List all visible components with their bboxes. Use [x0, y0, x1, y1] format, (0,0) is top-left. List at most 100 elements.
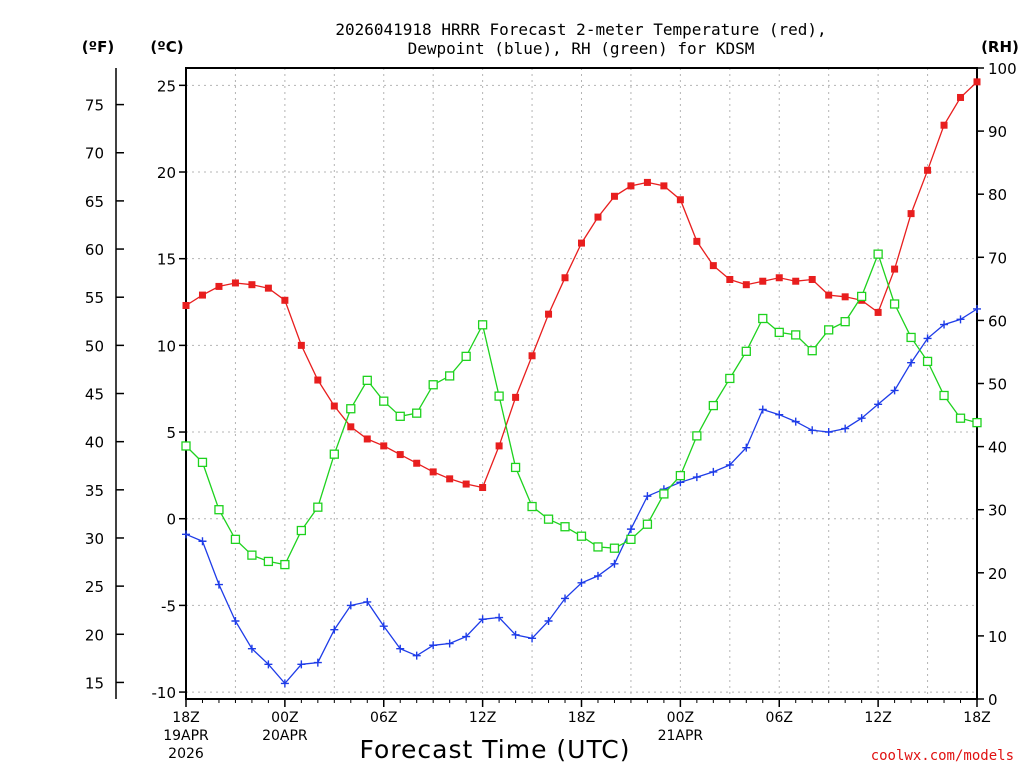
temperature-point: [924, 166, 932, 174]
dewpoint-point: [692, 473, 701, 482]
rh-point: [362, 375, 372, 385]
chart-title-line1: 2026041918 HRRR Forecast 2-meter Tempera…: [335, 20, 826, 39]
rh-tick-label: 20: [988, 565, 1007, 583]
temperature-point: [429, 468, 437, 476]
dewpoint-point: [725, 460, 734, 469]
rh-point: [379, 396, 389, 406]
rh-point: [576, 531, 587, 541]
dewpoint-point: [709, 467, 718, 476]
rh-tick-label: 60: [988, 312, 1007, 330]
plot-frame: [185, 67, 978, 700]
dewpoint-point: [758, 405, 767, 414]
rh-point: [461, 351, 471, 362]
rh-point: [263, 556, 274, 567]
rh-tick-label: 50: [988, 376, 1007, 394]
x-tick-label: 18Z: [963, 710, 990, 726]
rh-point: [708, 400, 718, 411]
rh-point: [626, 534, 636, 545]
dewpoint-point: [330, 625, 339, 634]
rh-point: [527, 501, 537, 512]
dewpoint-point: [379, 622, 388, 631]
temperature-point: [198, 291, 206, 299]
dewpoint-point: [824, 428, 833, 437]
temperature-point: [462, 480, 470, 488]
temperature-point: [363, 435, 371, 443]
rh-point: [346, 404, 356, 414]
temperature-point: [907, 210, 915, 218]
dewpoint-point: [775, 410, 784, 419]
dewpoint-point: [280, 679, 289, 688]
rh-point: [939, 390, 949, 401]
temperature-point: [396, 451, 404, 459]
rh-point: [445, 371, 455, 381]
temperature-point: [709, 262, 717, 270]
rh-point: [906, 332, 916, 343]
fahrenheit-tick-label: 30: [85, 530, 104, 548]
rh-point: [543, 514, 554, 524]
source-credit: coolwx.com/models: [871, 748, 1014, 764]
temperature-point: [660, 182, 668, 190]
temperature-point: [561, 274, 569, 282]
x-tick-date-label: 20APR: [262, 728, 308, 744]
celsius-tick-label: -10: [152, 684, 177, 702]
dewpoint-point: [363, 597, 372, 606]
celsius-tick-label: 25: [157, 77, 176, 95]
dewpoint-point: [396, 644, 405, 653]
rh-point: [609, 543, 620, 553]
x-tick-date-label: 19APR: [163, 728, 209, 744]
rh-tick-label: 10: [988, 628, 1007, 646]
rh-tick-label: 70: [988, 249, 1007, 267]
rh-tick-label: 30: [988, 502, 1007, 520]
fahrenheit-tick-label: 20: [85, 626, 104, 644]
temperature-point: [742, 281, 750, 289]
dewpoint-point: [495, 613, 504, 622]
temperature-point: [380, 442, 388, 450]
rh-point: [972, 417, 982, 428]
rh-point: [659, 489, 669, 499]
temperature-point: [297, 341, 305, 349]
temperature-point: [610, 192, 618, 200]
rh-point: [395, 411, 405, 421]
rh-tick-label: 100: [988, 60, 1017, 78]
dewpoint-point: [231, 616, 240, 625]
dewpoint-point: [511, 630, 520, 639]
dewpoint-point: [462, 632, 471, 641]
temperature-point: [940, 121, 948, 129]
temperature-point: [248, 281, 256, 289]
temperature-point: [759, 277, 767, 285]
temperature-point: [808, 275, 816, 283]
temperature-point: [825, 291, 833, 299]
x-tick-label: 06Z: [766, 710, 793, 726]
rh-point: [692, 431, 702, 441]
tick-labels: -10 -5 0 5 10 15 20 25 15 20 25 30 35 40 45 50 55 60 65 70 7…: [85, 60, 1017, 762]
x-tick-year-label: 2026: [168, 746, 204, 762]
temperature-point: [973, 78, 981, 86]
fahrenheit-tick-label: 40: [85, 434, 104, 452]
rh-point: [955, 413, 966, 423]
temperature-point: [281, 296, 289, 304]
x-tick-label: 18Z: [568, 710, 595, 726]
data-series: [181, 78, 982, 688]
celsius-unit-label: (ºC): [150, 38, 183, 56]
fahrenheit-tick-label: 35: [85, 482, 104, 500]
dewpoint-point: [297, 660, 306, 669]
temperature-point: [841, 293, 849, 301]
axes: [115, 67, 984, 707]
rh-point: [873, 249, 883, 259]
dewpoint-point: [247, 644, 256, 653]
temperature-point: [215, 282, 223, 290]
dewpoint-point: [643, 492, 652, 501]
x-tick-label: 12Z: [864, 710, 891, 726]
temperature-point: [594, 213, 602, 221]
rh-point: [675, 470, 686, 481]
x-tick-label: 06Z: [370, 710, 397, 726]
rh-point: [593, 542, 603, 552]
fahrenheit-tick-label: 50: [85, 337, 104, 355]
temperature-point: [726, 275, 734, 283]
x-tick-label: 18Z: [172, 710, 199, 726]
dewpoint-point: [198, 537, 207, 546]
rh-point: [642, 519, 653, 529]
rh-point: [280, 559, 290, 570]
fahrenheit-tick-label: 45: [85, 386, 104, 404]
